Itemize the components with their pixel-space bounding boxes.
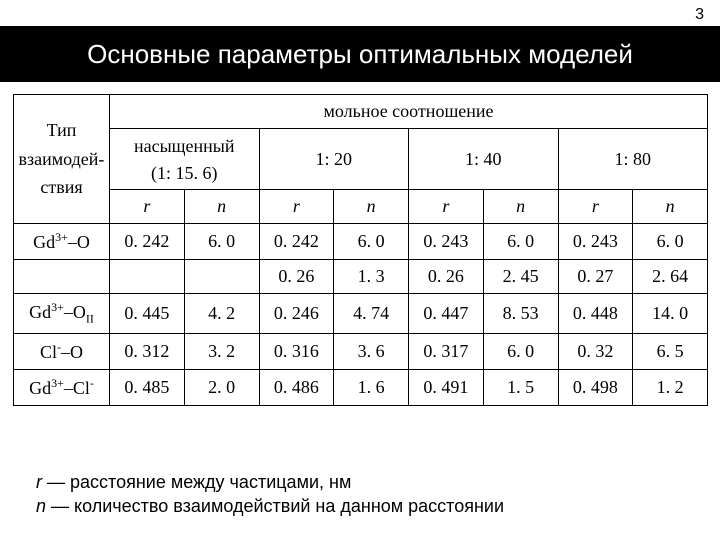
cell: 4. 2 bbox=[184, 294, 259, 334]
cell: 2. 0 bbox=[184, 369, 259, 405]
cell: 6. 0 bbox=[483, 333, 558, 369]
h-n-1: n bbox=[184, 190, 259, 224]
cell: 0. 243 bbox=[558, 224, 633, 260]
cell: 0. 32 bbox=[558, 333, 633, 369]
row-label: Gd3+–O bbox=[14, 224, 110, 260]
cell: 1. 3 bbox=[334, 260, 409, 294]
table-row: 0. 26 1. 3 0. 26 2. 45 0. 27 2. 64 bbox=[14, 260, 708, 294]
cell: 8. 53 bbox=[483, 294, 558, 334]
parameters-table: Тип взаимодей- ствия мольное соотношение… bbox=[13, 94, 708, 406]
cell: 1. 2 bbox=[633, 369, 708, 405]
title-bar: Основные параметры оптимальных моделей bbox=[0, 26, 720, 82]
footnote-n-symbol: n bbox=[36, 496, 46, 516]
h-r-3: r bbox=[409, 190, 484, 224]
type-l1: Тип bbox=[47, 120, 77, 140]
h-r-4: r bbox=[558, 190, 633, 224]
cell: 0. 26 bbox=[259, 260, 334, 294]
table-row: Gd3+–O 0. 242 6. 0 0. 242 6. 0 0. 243 6.… bbox=[14, 224, 708, 260]
table-row: Gd3+–Cl- 0. 485 2. 0 0. 486 1. 6 0. 491 … bbox=[14, 369, 708, 405]
cell: 14. 0 bbox=[633, 294, 708, 334]
cell: 0. 485 bbox=[110, 369, 185, 405]
col-1-20: 1: 20 bbox=[259, 129, 409, 190]
cell: 6. 0 bbox=[184, 224, 259, 260]
cell: 0. 242 bbox=[259, 224, 334, 260]
h-n-4: n bbox=[633, 190, 708, 224]
row-label bbox=[14, 260, 110, 294]
cell: 0. 27 bbox=[558, 260, 633, 294]
row-label: Gd3+–Cl- bbox=[14, 369, 110, 405]
cell: 0. 448 bbox=[558, 294, 633, 334]
cell: 0. 312 bbox=[110, 333, 185, 369]
footnotes: r — расстояние между частицами, нм n — к… bbox=[36, 471, 504, 518]
cell: 0. 316 bbox=[259, 333, 334, 369]
cell: 0. 243 bbox=[409, 224, 484, 260]
col-1-40: 1: 40 bbox=[409, 129, 559, 190]
table-row: Cl-–O 0. 312 3. 2 0. 316 3. 6 0. 317 6. … bbox=[14, 333, 708, 369]
cell: 1. 6 bbox=[334, 369, 409, 405]
h-n-3: n bbox=[483, 190, 558, 224]
cell bbox=[110, 260, 185, 294]
cell: 6. 0 bbox=[633, 224, 708, 260]
saturated-sub: (1: 15. 6) bbox=[151, 163, 218, 183]
h-r-2: r bbox=[259, 190, 334, 224]
h-r-1: r bbox=[110, 190, 185, 224]
page-number: 3 bbox=[695, 6, 704, 24]
saturated-label: насыщенный bbox=[134, 136, 235, 156]
cell: 4. 74 bbox=[334, 294, 409, 334]
row-label: Cl-–O bbox=[14, 333, 110, 369]
type-l2: взаимодей- bbox=[19, 149, 105, 169]
molar-ratio-header: мольное соотношение bbox=[110, 95, 708, 129]
cell: 6. 5 bbox=[633, 333, 708, 369]
col-1-80: 1: 80 bbox=[558, 129, 708, 190]
h-n-2: n bbox=[334, 190, 409, 224]
col-saturated: насыщенный (1: 15. 6) bbox=[110, 129, 260, 190]
cell: 3. 6 bbox=[334, 333, 409, 369]
footnote-r-text: — расстояние между частицами, нм bbox=[42, 472, 351, 492]
type-header: Тип взаимодей- ствия bbox=[14, 95, 110, 224]
cell: 2. 64 bbox=[633, 260, 708, 294]
cell: 3. 2 bbox=[184, 333, 259, 369]
cell: 0. 242 bbox=[110, 224, 185, 260]
footnote-n-text: — количество взаимодействий на данном ра… bbox=[46, 496, 504, 516]
cell: 0. 26 bbox=[409, 260, 484, 294]
cell: 0. 317 bbox=[409, 333, 484, 369]
slide: 3 Основные параметры оптимальных моделей… bbox=[0, 0, 720, 540]
row-label: Gd3+–OII bbox=[14, 294, 110, 334]
cell: 2. 45 bbox=[483, 260, 558, 294]
footnote-r: r — расстояние между частицами, нм bbox=[36, 471, 504, 494]
cell: 0. 445 bbox=[110, 294, 185, 334]
table-row: Gd3+–OII 0. 445 4. 2 0. 246 4. 74 0. 447… bbox=[14, 294, 708, 334]
cell: 0. 486 bbox=[259, 369, 334, 405]
cell: 6. 0 bbox=[334, 224, 409, 260]
type-l3: ствия bbox=[40, 177, 82, 197]
cell bbox=[184, 260, 259, 294]
cell: 0. 498 bbox=[558, 369, 633, 405]
cell: 1. 5 bbox=[483, 369, 558, 405]
cell: 6. 0 bbox=[483, 224, 558, 260]
cell: 0. 246 bbox=[259, 294, 334, 334]
cell: 0. 491 bbox=[409, 369, 484, 405]
footnote-n: n — количество взаимодействий на данном … bbox=[36, 495, 504, 518]
table-container: Тип взаимодей- ствия мольное соотношение… bbox=[13, 94, 707, 406]
cell: 0. 447 bbox=[409, 294, 484, 334]
